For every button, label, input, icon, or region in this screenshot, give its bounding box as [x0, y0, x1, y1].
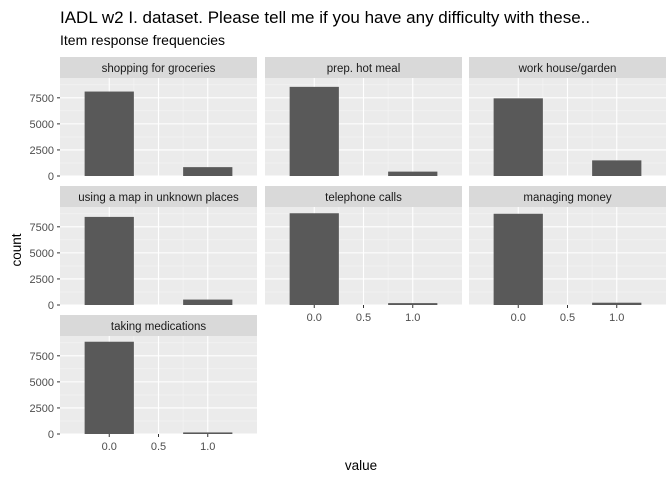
x-tick-label: 0.5	[356, 312, 371, 324]
bar	[84, 341, 134, 434]
bar	[183, 432, 233, 434]
facet-panel: telephone calls 0.0 0.5 1.0	[265, 186, 462, 324]
bar	[493, 213, 543, 305]
y-tick-label: 2500	[30, 274, 54, 286]
y-tick-label: 5000	[30, 248, 54, 260]
x-tick-label: 1.0	[405, 312, 420, 324]
y-tick-label: 7500	[30, 93, 54, 105]
y-tick-label: 0	[48, 429, 54, 441]
facet-strip-label: taking medications	[111, 321, 206, 333]
x-tick-label: 1.0	[609, 312, 624, 324]
y-tick-label: 5000	[30, 119, 54, 131]
facet-strip	[469, 186, 666, 207]
facet-strip	[60, 186, 257, 207]
y-tick-label: 7500	[30, 351, 54, 363]
facet-strip-label: prep. hot meal	[327, 63, 401, 75]
bar	[493, 98, 543, 176]
x-tick-label: 0.5	[151, 441, 166, 453]
facet-strip-label: managing money	[523, 192, 611, 204]
facet-panel: prep. hot meal	[265, 57, 462, 177]
facet-strip-label: shopping for groceries	[102, 63, 216, 75]
bar	[388, 171, 438, 176]
x-tick-label: 1.0	[200, 441, 215, 453]
chart-title: IADL w2 I. dataset. Please tell me if yo…	[60, 8, 590, 27]
bar	[289, 86, 339, 176]
facet-strip	[265, 186, 462, 207]
bar	[289, 213, 339, 305]
x-tick-label: 0.5	[560, 312, 575, 324]
facet-panel: work house/garden	[469, 57, 666, 177]
bar	[388, 303, 438, 305]
y-tick-label: 0	[48, 300, 54, 312]
facet-panel: using a map in unknown places 0 2500 5000 75…	[30, 186, 257, 312]
x-tick-label: 0.0	[102, 441, 117, 453]
facet-strip-label: telephone calls	[325, 192, 402, 204]
facet-panel: managing money 0.0 0.5 1.0	[469, 186, 666, 324]
bar	[592, 160, 642, 176]
x-axis-title: value	[345, 458, 377, 473]
facet-panel: taking medications 0 2500 5000 7500 0.0 0.5 1.0	[30, 315, 257, 453]
chart-subtitle: Item response frequencies	[60, 32, 225, 48]
y-tick-label: 2500	[30, 145, 54, 157]
facet-strip-label: work house/garden	[518, 63, 617, 75]
y-tick-label: 7500	[30, 222, 54, 234]
bar	[183, 167, 233, 176]
bar	[84, 216, 134, 305]
facet-strip	[469, 57, 666, 78]
facet-strip	[265, 57, 462, 78]
bar	[84, 91, 134, 176]
facet-strip	[60, 57, 257, 78]
facet-strip-label: using a map in unknown places	[78, 192, 239, 204]
bar	[592, 302, 642, 305]
y-tick-label: 2500	[30, 403, 54, 415]
y-axis-title: count	[9, 233, 24, 266]
facet-strip	[60, 315, 257, 336]
x-tick-label: 0.0	[307, 312, 322, 324]
facet-panel: shopping for groceries 0 2500 5000 7500	[30, 57, 257, 183]
y-tick-label: 5000	[30, 377, 54, 389]
bar	[183, 299, 233, 305]
facet-panels: shopping for groceries 0 2500 5000 7500 prep.…	[30, 57, 666, 453]
x-tick-label: 0.0	[511, 312, 526, 324]
y-tick-label: 0	[48, 171, 54, 183]
